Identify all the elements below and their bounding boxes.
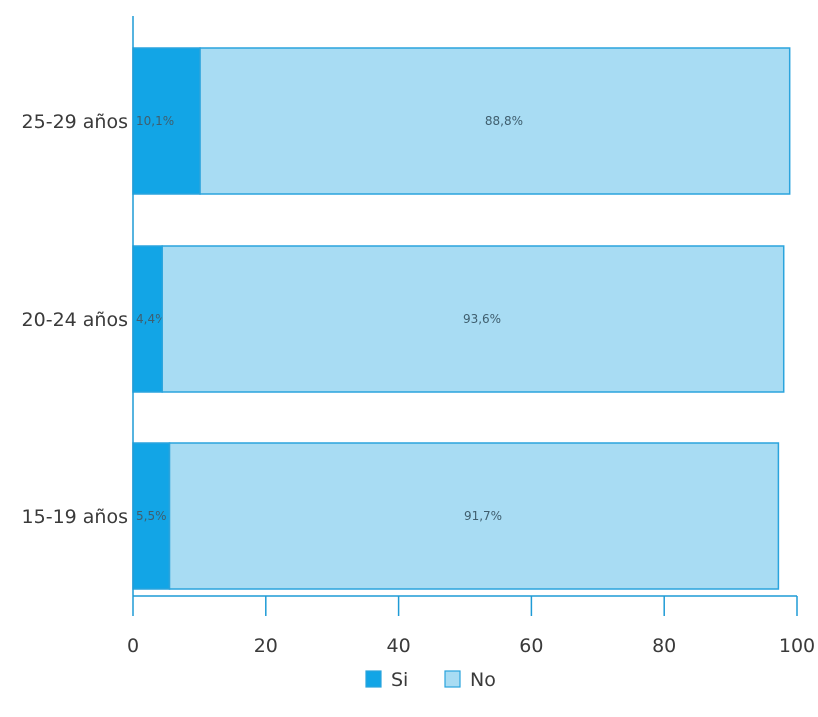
value-label-si-2: 5,5%	[136, 509, 167, 523]
x-tick-label-1: 20	[254, 635, 278, 657]
category-label-0: 25-29 años	[22, 111, 128, 133]
bar-no-2	[168, 442, 780, 590]
bar-no-1	[161, 245, 785, 393]
category-label-2: 15-19 años	[22, 506, 128, 528]
bar-si-1	[132, 245, 163, 393]
value-label-no-0: 88,8%	[485, 114, 523, 128]
value-label-si-0: 10,1%	[136, 114, 174, 128]
x-tick-label-5: 100	[779, 635, 815, 657]
bars-layer: 10,1% 88,8% 4,4% 93,6% 5,5% 91,7%	[132, 47, 791, 590]
x-tick-label-4: 80	[652, 635, 676, 657]
bar-no-0	[199, 47, 791, 195]
x-tick-label-0: 0	[127, 635, 139, 657]
legend-label-si: Si	[391, 669, 408, 691]
x-tick-label-3: 60	[519, 635, 543, 657]
value-label-si-1: 4,4%	[136, 312, 167, 326]
value-label-no-1: 93,6%	[463, 312, 501, 326]
legend: Si No	[365, 669, 496, 691]
legend-swatch-si	[365, 670, 382, 688]
value-label-no-2: 91,7%	[464, 509, 502, 523]
category-label-1: 20-24 años	[22, 309, 128, 331]
legend-swatch-no	[444, 670, 461, 688]
x-tick-label-2: 40	[387, 635, 411, 657]
x-axis: 0 20 40 60 80 100	[127, 16, 815, 657]
bar-si-0	[132, 47, 201, 195]
bar-si-2	[132, 442, 171, 590]
y-axis-labels: 25-29 años 20-24 años 15-19 años	[22, 111, 128, 528]
legend-label-no: No	[470, 669, 496, 691]
